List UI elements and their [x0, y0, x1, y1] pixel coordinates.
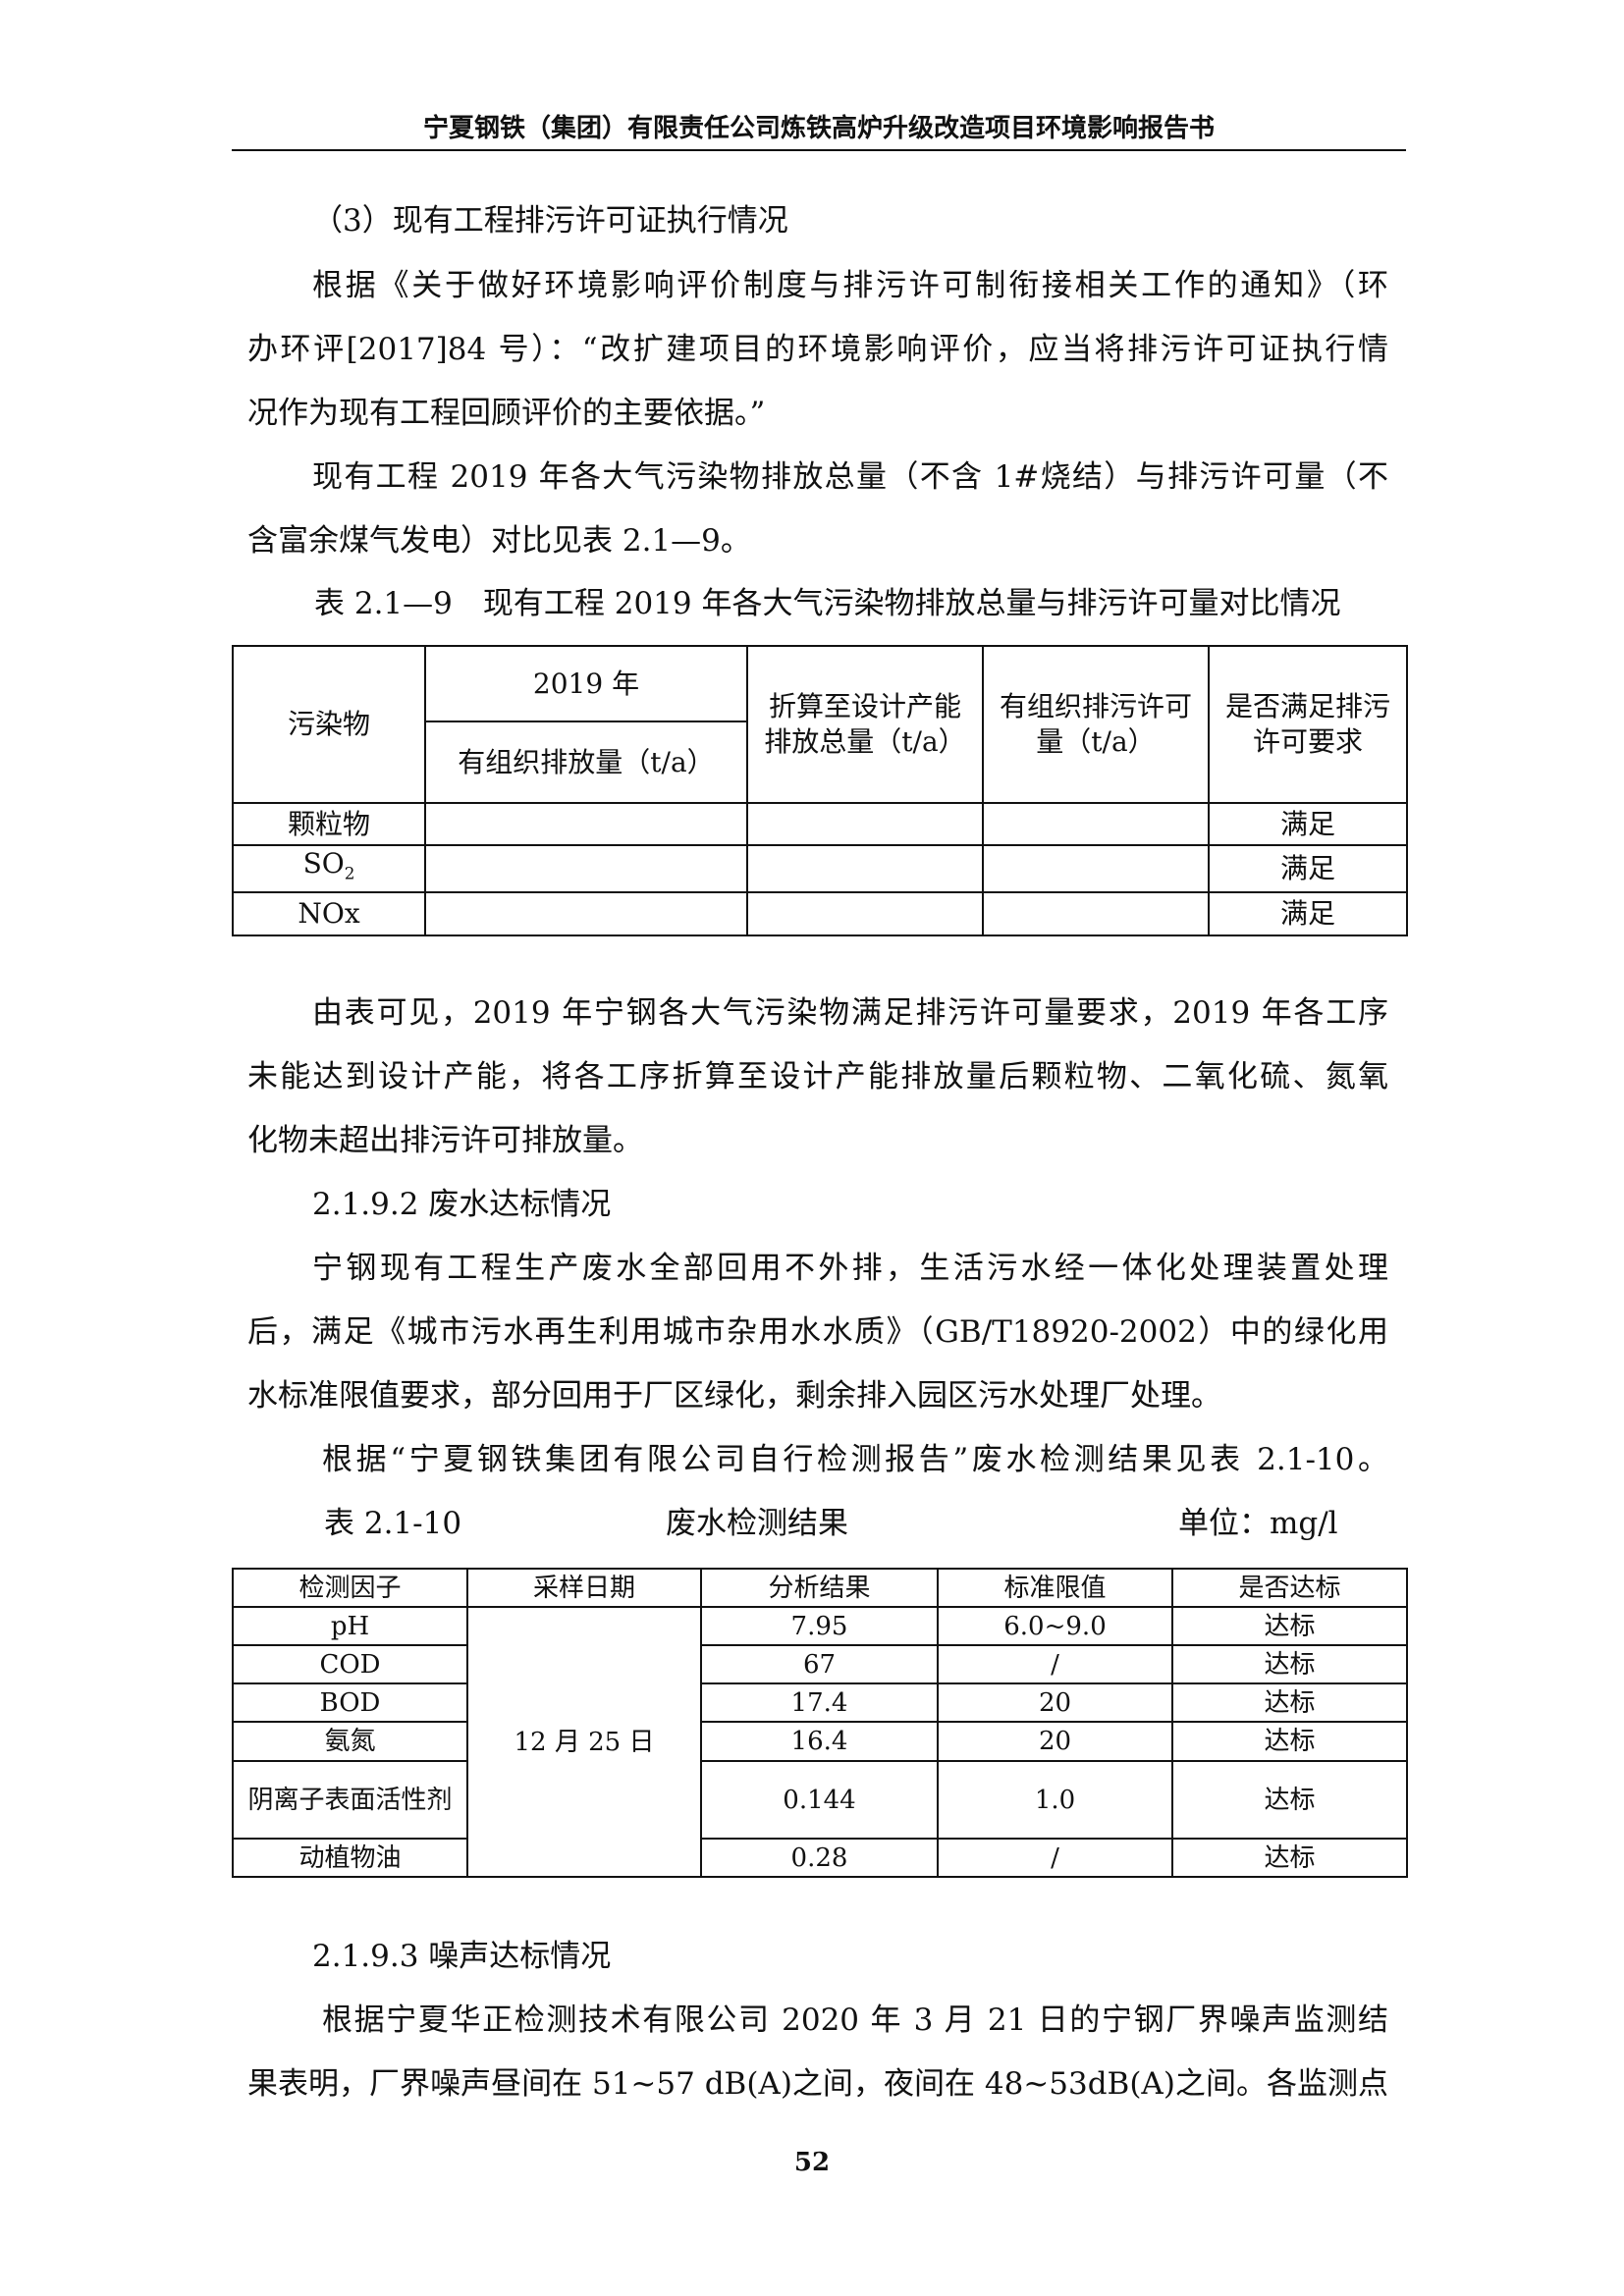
- cell-limit: 20: [937, 1682, 1173, 1723]
- paragraph-line: 含富余煤气发电）对比见表 2.1—9。: [247, 523, 751, 559]
- cell-emission: [424, 890, 748, 936]
- cell-meets: 满足: [1208, 844, 1408, 893]
- pollutant-subscript: 2: [344, 863, 355, 883]
- paragraph-line: 化物未超出排污许可排放量。: [247, 1123, 643, 1158]
- cell-converted: [746, 844, 984, 893]
- page-number: 52: [793, 2148, 831, 2177]
- cell-pollutant: 颗粒物: [232, 802, 426, 846]
- cell-compliance: 达标: [1171, 1682, 1408, 1723]
- cell-limit: 20: [937, 1721, 1173, 1762]
- cell-sampling-date: 12 月 25 日: [466, 1606, 702, 1878]
- cell-factor: 氨氮: [232, 1721, 468, 1762]
- header-permit: 有组织排污许可量（t/a）: [982, 645, 1210, 804]
- table2-caption-title: 废水检测结果: [666, 1506, 848, 1541]
- table-row: 颗粒物 满足: [232, 802, 1408, 846]
- table-row: NOx 满足: [232, 890, 1408, 936]
- cell-pollutant: SO2: [232, 844, 426, 893]
- cell-emission: [424, 844, 748, 893]
- cell-pollutant: NOx: [232, 890, 426, 936]
- paragraph-line: 根据《关于做好环境影响评价制度与排污许可制衔接相关工作的通知》（环: [312, 268, 1388, 303]
- header-compliance: 是否达标: [1171, 1568, 1408, 1608]
- cell-permit: [982, 802, 1210, 846]
- header-pollutant: 污染物: [232, 645, 426, 804]
- cell-factor: 阴离子表面活性剂: [232, 1760, 468, 1840]
- cell-limit: 1.0: [937, 1760, 1173, 1840]
- paragraph-line: 果表明，厂界噪声昼间在 51~57 dB(A)之间，夜间在 48~53dB(A)…: [247, 2066, 1388, 2102]
- table-row: 动植物油 0.28 / 达标: [232, 1838, 1408, 1878]
- subsection-heading: 2.1.9.3 噪声达标情况: [312, 1939, 612, 1974]
- cell-limit: 6.0~9.0: [937, 1606, 1173, 1646]
- cell-compliance: 达标: [1171, 1606, 1408, 1646]
- table2-caption-number: 表 2.1-10: [324, 1506, 462, 1541]
- paragraph-line: 水标准限值要求，部分回用于厂区绿化，剩余排入园区污水处理厂处理。: [247, 1378, 1221, 1414]
- paragraph-line: 后，满足《城市污水再生利用城市杂用水水质》（GB/T18920-2002）中的绿…: [247, 1314, 1388, 1350]
- header-divider: [232, 149, 1406, 151]
- pollutant-formula: SO: [302, 847, 345, 880]
- cell-result: 7.95: [700, 1606, 939, 1646]
- header-result: 分析结果: [700, 1568, 939, 1608]
- table-row: pH 12 月 25 日 7.95 6.0~9.0 达标: [232, 1606, 1408, 1878]
- subsection-heading: 2.1.9.2 废水达标情况: [312, 1187, 612, 1222]
- paragraph-line: 况作为现有工程回顾评价的主要依据。”: [247, 396, 766, 431]
- cell-compliance: 达标: [1171, 1838, 1408, 1878]
- header-converted: 折算至设计产能排放总量（t/a）: [746, 645, 984, 804]
- paragraph-line: 根据“宁夏钢铁集团有限公司自行检测报告”废水检测结果见表 2.1-10。: [322, 1442, 1388, 1477]
- table-row: 氨氮 16.4 20 达标: [232, 1721, 1408, 1762]
- cell-result: 0.144: [700, 1760, 939, 1840]
- header-meets: 是否满足排污许可要求: [1208, 645, 1408, 804]
- cell-result: 0.28: [700, 1838, 939, 1878]
- table-row: 阴离子表面活性剂 0.144 1.0 达标: [232, 1760, 1408, 1840]
- table2-caption-unit: 单位：mg/l: [1178, 1506, 1338, 1541]
- table-row: COD 67 / 达标: [232, 1644, 1408, 1684]
- emission-permit-table: 污染物 2019 年 折算至设计产能排放总量（t/a） 有组织排污许可量（t/a…: [232, 645, 1408, 936]
- cell-meets: 满足: [1208, 890, 1408, 936]
- cell-converted: [746, 890, 984, 936]
- header-year: 2019 年: [424, 645, 748, 722]
- cell-emission: [424, 802, 748, 846]
- cell-result: 16.4: [700, 1721, 939, 1762]
- paragraph-line: 根据宁夏华正检测技术有限公司 2020 年 3 月 21 日的宁钢厂界噪声监测结: [322, 2002, 1388, 2038]
- table-row: BOD 17.4 20 达标: [232, 1682, 1408, 1723]
- paragraph-line: 办环评[2017]84 号）：“改扩建项目的环境影响评价，应当将排污许可证执行情: [247, 332, 1388, 367]
- table-row: SO2 满足: [232, 844, 1408, 893]
- subsection-heading: （3）现有工程排污许可证执行情况: [312, 203, 788, 239]
- section-noise-text: 2.1.9.3 噪声达标情况 根据宁夏华正检测技术有限公司 2020 年 3 月…: [247, 1925, 1388, 2116]
- header-factor: 检测因子: [232, 1568, 468, 1608]
- cell-factor: COD: [232, 1644, 468, 1684]
- wastewater-results-table: 检测因子 采样日期 分析结果 标准限值 是否达标 pH 12 月 25 日 7.…: [232, 1568, 1408, 1878]
- cell-limit: /: [937, 1644, 1173, 1684]
- cell-result: 17.4: [700, 1682, 939, 1723]
- paragraph-line: 由表可见，2019 年宁钢各大气污染物满足排污许可量要求，2019 年各工序: [312, 995, 1388, 1031]
- cell-permit: [982, 844, 1210, 893]
- running-header: 宁夏钢铁（集团）有限责任公司炼铁高炉升级改造项目环境影响报告书: [422, 114, 1215, 143]
- cell-compliance: 达标: [1171, 1760, 1408, 1840]
- cell-factor: BOD: [232, 1682, 468, 1723]
- cell-result: 67: [700, 1644, 939, 1684]
- table1-caption: 表 2.1—9 现有工程 2019 年各大气污染物排放总量与排污许可量对比情况: [314, 586, 1341, 621]
- section-permit-text: （3）现有工程排污许可证执行情况 根据《关于做好环境影响评价制度与排污许可制衔接…: [247, 187, 1388, 573]
- section-wastewater-text: 由表可见，2019 年宁钢各大气污染物满足排污许可量要求，2019 年各工序 未…: [247, 982, 1388, 1492]
- cell-compliance: 达标: [1171, 1721, 1408, 1762]
- header-limit: 标准限值: [937, 1568, 1173, 1608]
- cell-converted: [746, 802, 984, 846]
- cell-factor: pH: [232, 1606, 468, 1646]
- cell-compliance: 达标: [1171, 1644, 1408, 1684]
- cell-meets: 满足: [1208, 802, 1408, 846]
- cell-factor: 动植物油: [232, 1838, 468, 1878]
- cell-permit: [982, 890, 1210, 936]
- header-date: 采样日期: [466, 1568, 702, 1608]
- paragraph-line: 未能达到设计产能，将各工序折算至设计产能排放量后颗粒物、二氧化硫、氮氧: [247, 1059, 1388, 1095]
- paragraph-line: 宁钢现有工程生产废水全部回用不外排，生活污水经一体化处理装置处理: [312, 1251, 1388, 1286]
- paragraph-line: 现有工程 2019 年各大气污染物排放总量（不含 1#烧结）与排污许可量（不: [312, 459, 1388, 495]
- header-organized-emission: 有组织排放量（t/a）: [424, 721, 748, 804]
- cell-limit: /: [937, 1838, 1173, 1878]
